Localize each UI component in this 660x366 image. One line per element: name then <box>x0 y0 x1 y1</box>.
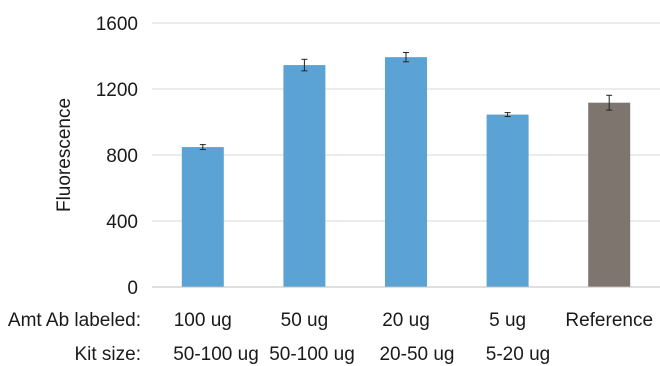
bar-4 <box>588 102 631 287</box>
error-bar-3 <box>504 112 511 118</box>
error-bar-2 <box>403 52 409 63</box>
category-labels: 100 ug 50 ug 20 ug 5 ug Reference <box>174 310 653 331</box>
y-tick-label: 1200 <box>96 80 138 101</box>
kit-size-label: 50-100 ug <box>269 344 355 365</box>
category-label: 100 ug <box>174 310 232 331</box>
error-bar-0 <box>199 144 206 151</box>
y-tick-label: 1600 <box>96 14 138 35</box>
bar-0 <box>181 147 224 287</box>
error-bar-4 <box>606 94 613 111</box>
kit-size-labels: 50-100 ug 50-100 ug 20-50 ug 5-20 ug <box>173 344 550 365</box>
y-tick-label: 800 <box>106 146 138 167</box>
error-bars <box>199 52 613 151</box>
y-axis-title: Fluorescence <box>54 98 75 212</box>
bar-2 <box>385 57 427 287</box>
kit-size-row-label: Kit size: <box>74 344 141 365</box>
y-tick-label: 0 <box>127 278 138 299</box>
bar-3 <box>486 114 529 287</box>
kit-size-label: 20-50 ug <box>379 344 454 365</box>
amt-ab-labeled-row-label: Amt Ab labeled: <box>8 310 141 331</box>
category-label: 5 ug <box>489 310 526 331</box>
bar-1 <box>283 65 326 287</box>
kit-size-label: 50-100 ug <box>173 344 259 365</box>
y-tick-labels: 0 400 800 1200 1600 <box>96 14 138 299</box>
category-label: Reference <box>565 310 653 331</box>
kit-size-label: 5-20 ug <box>486 344 550 365</box>
category-label: 20 ug <box>382 310 430 331</box>
y-tick-label: 400 <box>106 212 138 233</box>
category-label: 50 ug <box>281 310 329 331</box>
bars <box>181 57 631 287</box>
error-bar-1 <box>301 58 308 72</box>
